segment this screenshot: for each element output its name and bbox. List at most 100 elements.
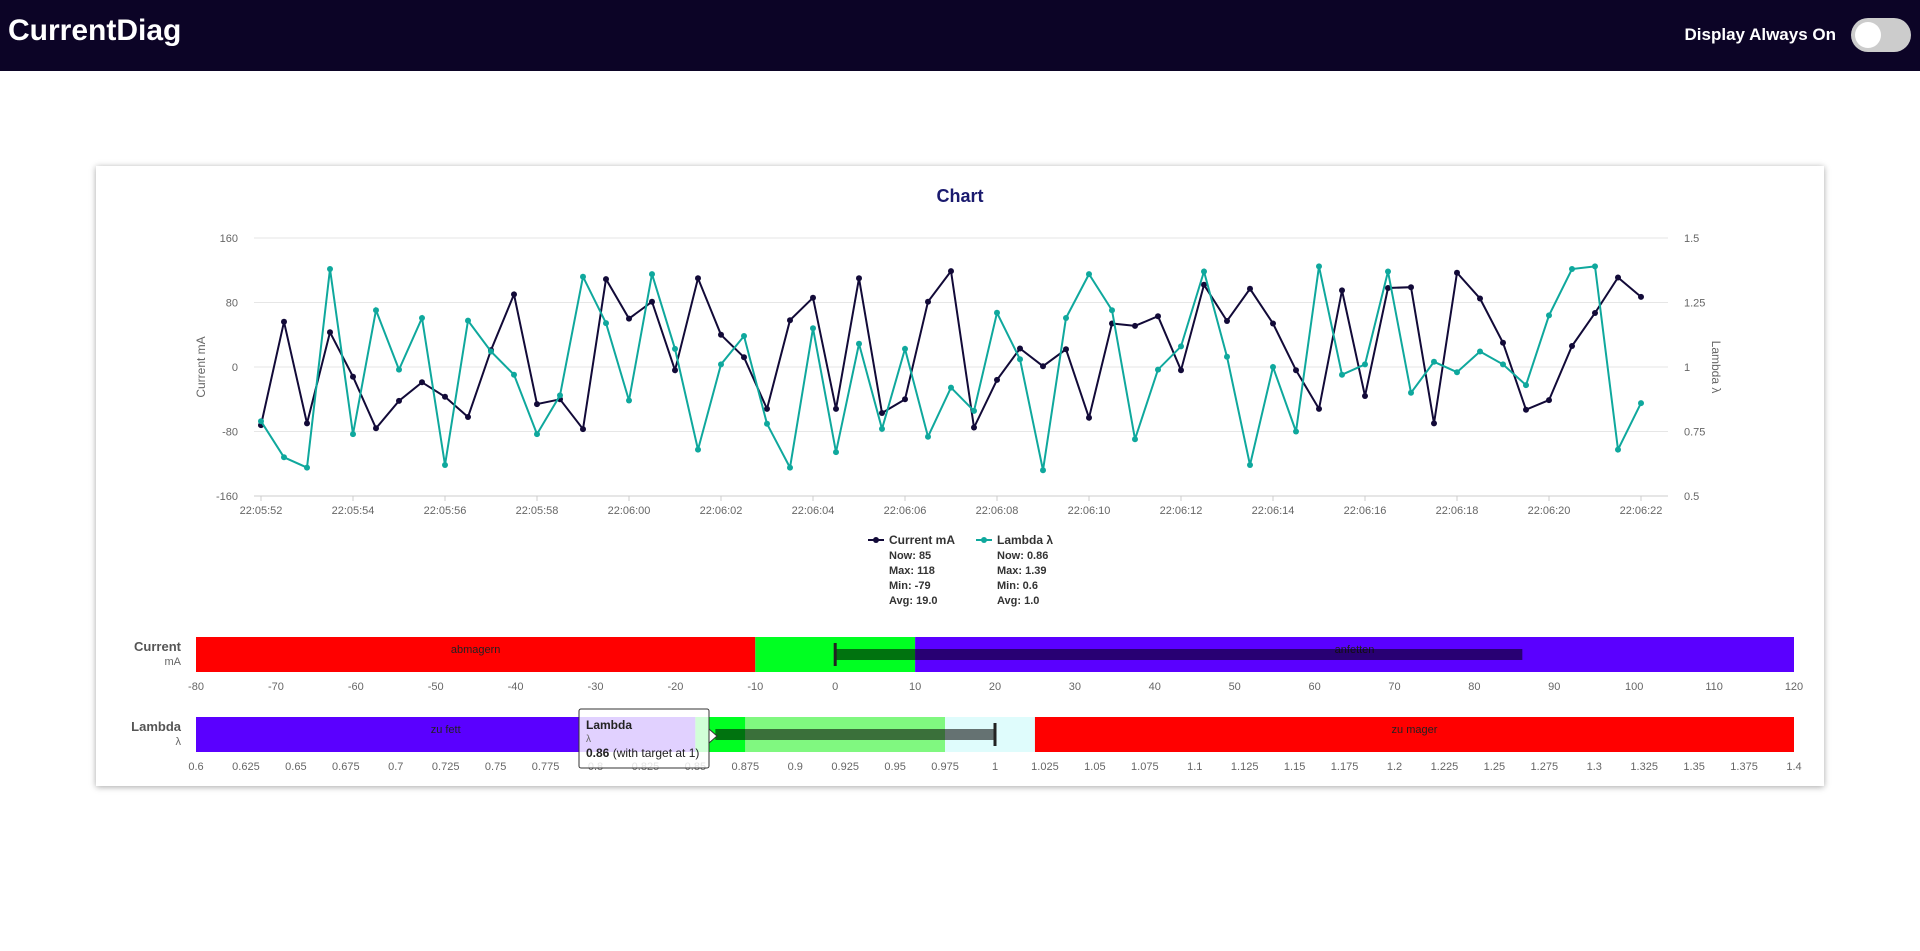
- data-point: [1063, 346, 1069, 353]
- data-point: [1638, 400, 1644, 407]
- bullet-tick-label: 100: [1625, 681, 1643, 693]
- bullet-tick-label: 0.725: [432, 761, 460, 773]
- bullet-tick-label: 1.125: [1231, 761, 1259, 773]
- data-point: [1569, 266, 1575, 272]
- data-point: [373, 307, 379, 314]
- bullet-charts: CurrentmAabmagernanfetten-80-70-60-50-40…: [131, 637, 1803, 773]
- y2-tick-label: 0.5: [1684, 491, 1699, 503]
- data-point: [764, 405, 770, 412]
- data-point: [1316, 263, 1322, 270]
- data-point: [396, 397, 402, 404]
- bullet-tick-label: -20: [667, 681, 683, 693]
- data-point: [419, 315, 425, 321]
- data-point: [1339, 371, 1345, 378]
- data-point: [1523, 406, 1529, 413]
- bullet-band: [1034, 717, 1794, 752]
- bullet-tick-label: 0.6: [188, 761, 203, 773]
- bullet-subtitle: mA: [165, 656, 182, 668]
- bullet-value-bar: [715, 729, 995, 740]
- bullet-tick-label: 0.775: [532, 761, 560, 773]
- series-line-lambda: [260, 265, 1642, 471]
- data-point: [1132, 322, 1138, 329]
- data-point: [695, 446, 701, 453]
- data-point: [557, 392, 563, 399]
- data-point: [1155, 366, 1161, 373]
- data-point: [1385, 268, 1391, 275]
- tooltip: Lambda λ0.86 (with target at 1): [578, 708, 718, 769]
- data-point: [304, 464, 310, 471]
- data-point: [419, 379, 425, 386]
- data-point: [971, 424, 977, 431]
- x-tick-label: 22:06:02: [700, 505, 743, 517]
- data-point: [534, 431, 540, 438]
- bullet-tick-label: 1.275: [1531, 761, 1559, 773]
- y2-tick-label: 1.25: [1684, 298, 1705, 310]
- legend-item-current[interactable]: Current mA Now: 85 Max: 118 Min: -79 Avg: 19…: [868, 533, 955, 607]
- data-point: [442, 462, 448, 468]
- tooltip-box: Lambda λ0.86 (with target at 1): [578, 708, 718, 769]
- bullet-lambda: Lambda λ zu fett zu mager 0.6 0.625 0.65 0.675 0…: [131, 717, 1802, 773]
- x-tick-label: 22:05:54: [332, 505, 375, 517]
- legend-swatch-dot: [981, 537, 987, 543]
- legend-stat-max: Max: 1.39: [997, 565, 1047, 577]
- chart-card: Chart 160 80 0 -80 -160 1.5 1.25 1 0.75 0.5 22:05:…: [96, 166, 1824, 786]
- bullet-subtitle: λ: [176, 736, 182, 748]
- bullet-tick-label: 110: [1705, 681, 1723, 693]
- bullet-tick-label: 0.95: [884, 761, 905, 773]
- data-point: [925, 433, 931, 440]
- x-tick-label: 22:06:14: [1252, 505, 1295, 517]
- data-point: [833, 405, 839, 412]
- data-point: [1178, 367, 1184, 374]
- data-point: [534, 401, 540, 408]
- data-point: [1615, 274, 1621, 281]
- data-point: [1615, 446, 1621, 453]
- data-point: [948, 268, 954, 275]
- data-point: [1017, 345, 1023, 352]
- bullet-tick-label: 1.325: [1630, 761, 1658, 773]
- data-point: [603, 320, 609, 327]
- bullet-tick-label: 90: [1548, 681, 1560, 693]
- data-point: [1247, 462, 1253, 468]
- bullet-tick-label: 0.875: [732, 761, 760, 773]
- y-tick-label: 0: [232, 362, 238, 374]
- data-point: [1201, 268, 1207, 275]
- data-point: [1431, 358, 1437, 365]
- data-point: [350, 431, 356, 438]
- legend-label: Lambda λ: [997, 533, 1053, 547]
- bullet-band-label: abmagern: [451, 644, 501, 656]
- data-point: [1454, 269, 1460, 276]
- data-point: [948, 384, 954, 391]
- data-point: [833, 449, 839, 456]
- data-point: [764, 420, 770, 427]
- chart-svg: Chart 160800-80-1601.51.2510.750.522:05:…: [131, 186, 1803, 773]
- display-always-on-toggle[interactable]: [1851, 18, 1911, 52]
- data-point: [879, 425, 885, 432]
- data-point: [902, 396, 908, 403]
- data-point: [465, 414, 471, 420]
- tooltip-title: Lambda: [586, 718, 632, 732]
- legend-stat-avg: Avg: 19.0: [889, 595, 938, 607]
- y-tick-label: -160: [216, 491, 238, 503]
- x-tick-label: 22:06:06: [884, 505, 927, 517]
- data-point: [1477, 295, 1483, 302]
- bullet-tick-label: 30: [1069, 681, 1081, 693]
- bullet-tick-label: 1.1: [1187, 761, 1202, 773]
- data-point: [1546, 312, 1552, 319]
- x-tick-label: 22:06:10: [1068, 505, 1111, 517]
- data-point: [442, 393, 448, 400]
- data-point: [856, 275, 862, 282]
- data-point: [718, 361, 724, 368]
- x-tick-label: 22:05:56: [424, 505, 467, 517]
- legend[interactable]: Current mA Now: 85 Max: 118 Min: -79 Avg: 19…: [868, 533, 1053, 607]
- legend-item-lambda[interactable]: Lambda λ Now: 0.86 Max: 1.39 Min: 0.6 Avg: 1…: [976, 533, 1053, 607]
- bullet-band-label: zu fett: [431, 724, 461, 736]
- bullet-tick-label: 1.4: [1786, 761, 1801, 773]
- x-tick-label: 22:06:12: [1160, 505, 1203, 517]
- x-tick-label: 22:05:58: [516, 505, 559, 517]
- x-tick-label: 22:06:20: [1528, 505, 1571, 517]
- data-point: [810, 294, 816, 301]
- data-point: [1224, 353, 1230, 360]
- data-point: [1523, 382, 1529, 389]
- bullet-tick-label: 0.925: [831, 761, 859, 773]
- data-point: [879, 410, 885, 416]
